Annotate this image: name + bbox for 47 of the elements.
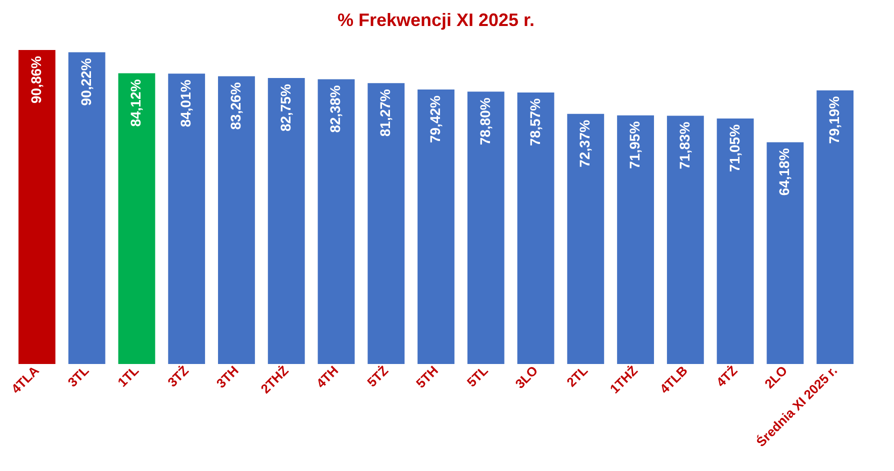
bar bbox=[467, 92, 504, 364]
data-label: 72,37% bbox=[576, 119, 593, 168]
x-tick-label: 3TH bbox=[213, 362, 242, 391]
chart-title: % Frekwencji XI 2025 r. bbox=[337, 10, 535, 30]
bar bbox=[418, 90, 454, 364]
bar bbox=[18, 50, 56, 364]
data-label: 71,83% bbox=[676, 121, 692, 170]
data-label: 82,75% bbox=[277, 83, 294, 132]
data-label: 79,42% bbox=[427, 94, 443, 144]
data-label: 71,05% bbox=[726, 124, 742, 172]
data-label: 79,19% bbox=[826, 96, 842, 144]
bar bbox=[268, 78, 305, 364]
bar bbox=[68, 52, 106, 364]
x-tick-label: 5TŻ bbox=[364, 362, 392, 390]
data-label: 71,95% bbox=[626, 120, 643, 169]
x-tick-label: 5TL bbox=[464, 362, 491, 390]
bar bbox=[168, 74, 206, 364]
x-tick-label: 4TŻ bbox=[713, 362, 740, 390]
x-tick-label: 2TL bbox=[564, 362, 591, 390]
data-label: 90,22% bbox=[78, 58, 94, 106]
data-label: 81,27% bbox=[377, 88, 394, 137]
data-label: 78,80% bbox=[476, 97, 493, 146]
bar bbox=[617, 115, 654, 364]
bar bbox=[318, 79, 355, 364]
x-tick-label: 4TH bbox=[313, 362, 342, 391]
x-tick-label: 5TH bbox=[412, 362, 441, 391]
data-label: 84,01% bbox=[178, 79, 194, 128]
x-tick-label: 3TŻ bbox=[164, 362, 192, 390]
bar bbox=[517, 92, 554, 364]
bar bbox=[567, 114, 604, 364]
x-tick-label: 1TL bbox=[114, 362, 142, 390]
bar bbox=[368, 83, 405, 364]
bar bbox=[666, 116, 704, 364]
data-label: 82,38% bbox=[327, 84, 344, 133]
bar bbox=[118, 73, 156, 364]
bar bbox=[816, 90, 854, 364]
data-label: 83,26% bbox=[227, 82, 244, 130]
data-label: 84,12% bbox=[128, 78, 144, 127]
x-tick-label: 2LO bbox=[762, 362, 790, 392]
bar bbox=[218, 76, 255, 364]
bar bbox=[716, 118, 754, 364]
bar bbox=[766, 142, 804, 364]
data-label: 64,18% bbox=[776, 148, 792, 196]
x-tick-label: 3LO bbox=[512, 362, 541, 392]
data-label: 90,86% bbox=[28, 55, 44, 104]
data-label: 78,57% bbox=[526, 98, 543, 146]
x-tick-label: 3TL bbox=[64, 362, 92, 390]
